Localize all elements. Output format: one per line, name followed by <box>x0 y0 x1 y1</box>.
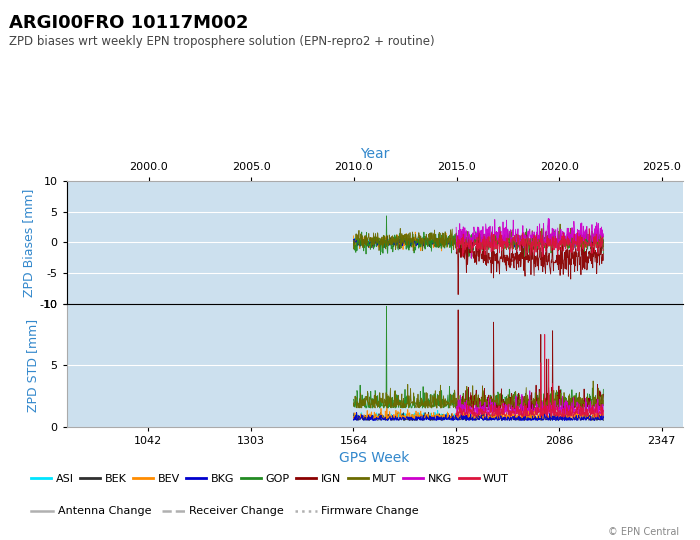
Legend: Antenna Change, Receiver Change, Firmware Change: Antenna Change, Receiver Change, Firmwar… <box>27 502 424 521</box>
Y-axis label: ZPD Biases [mm]: ZPD Biases [mm] <box>22 188 35 296</box>
Text: ZPD biases wrt weekly EPN troposphere solution (EPN-repro2 + routine): ZPD biases wrt weekly EPN troposphere so… <box>9 35 435 48</box>
Text: ARGI00FRO 10117M002: ARGI00FRO 10117M002 <box>9 14 248 31</box>
Text: © EPN Central: © EPN Central <box>608 526 679 537</box>
Y-axis label: ZPD STD [mm]: ZPD STD [mm] <box>27 319 39 411</box>
X-axis label: Year: Year <box>360 147 389 161</box>
X-axis label: GPS Week: GPS Week <box>340 451 410 465</box>
Legend: ASI, BEK, BEV, BKG, GOP, IGN, MUT, NKG, WUT: ASI, BEK, BEV, BKG, GOP, IGN, MUT, NKG, … <box>27 470 513 489</box>
